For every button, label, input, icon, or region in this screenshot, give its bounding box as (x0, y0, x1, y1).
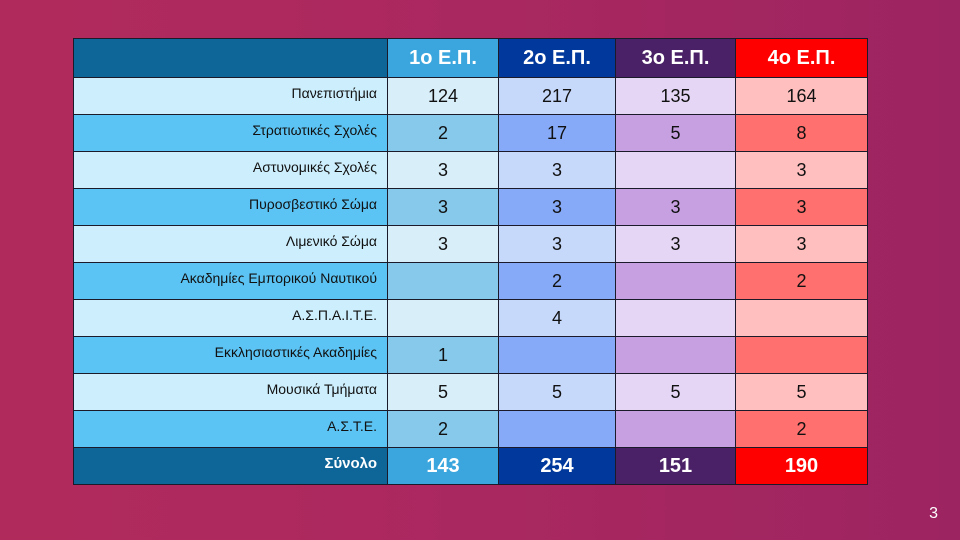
cell-value (615, 151, 736, 189)
cell-value: 3 (387, 188, 499, 226)
cell-value: 5 (735, 373, 868, 411)
cell-value: 17 (498, 114, 616, 152)
cell-value (615, 410, 736, 448)
cell-value: 2 (387, 410, 499, 448)
cell-value: 3 (498, 188, 616, 226)
page-number: 3 (929, 505, 938, 522)
cell-value (735, 336, 868, 374)
table-row: Πυροσβεστικό Σώμα 3 3 3 3 (73, 188, 868, 226)
cell-value: 3 (735, 225, 868, 263)
cell-value: 3 (498, 225, 616, 263)
cell-value: 3 (387, 151, 499, 189)
cell-value (615, 299, 736, 337)
cell-value: 2 (735, 262, 868, 300)
total-value: 151 (615, 447, 736, 485)
table-row: Α.Σ.Π.Α.Ι.Τ.Ε. 4 (73, 299, 868, 337)
header-row: 1ο Ε.Π. 2ο Ε.Π. 3ο Ε.Π. 4ο Ε.Π. (73, 38, 868, 78)
row-label: Μουσικά Τμήματα (73, 373, 388, 411)
table-row: Πανεπιστήμια 124 217 135 164 (73, 77, 868, 115)
cell-value: 3 (735, 151, 868, 189)
cell-value (615, 262, 736, 300)
table-row: Εκκλησιαστικές Ακαδημίες 1 (73, 336, 868, 374)
row-label: Στρατιωτικές Σχολές (73, 114, 388, 152)
table-row: Ακαδημίες Εμπορικού Ναυτικού 2 2 (73, 262, 868, 300)
header-2nd-ep: 2ο Ε.Π. (498, 38, 616, 78)
cell-value: 8 (735, 114, 868, 152)
row-label: Ακαδημίες Εμπορικού Ναυτικού (73, 262, 388, 300)
cell-value: 3 (735, 188, 868, 226)
cell-value: 135 (615, 77, 736, 115)
cell-value: 3 (615, 188, 736, 226)
total-value: 254 (498, 447, 616, 485)
table-row: Α.Σ.Τ.Ε. 2 2 (73, 410, 868, 448)
cell-value: 2 (735, 410, 868, 448)
header-1st-ep: 1ο Ε.Π. (387, 38, 499, 78)
header-4th-ep: 4ο Ε.Π. (735, 38, 868, 78)
cell-value: 3 (615, 225, 736, 263)
cell-value (498, 336, 616, 374)
cell-value (387, 262, 499, 300)
cell-value: 2 (498, 262, 616, 300)
row-label: Λιμενικό Σώμα (73, 225, 388, 263)
cell-value (498, 410, 616, 448)
cell-value: 3 (387, 225, 499, 263)
row-label: Πυροσβεστικό Σώμα (73, 188, 388, 226)
header-3rd-ep: 3ο Ε.Π. (615, 38, 736, 78)
cell-value: 4 (498, 299, 616, 337)
total-value: 143 (387, 447, 499, 485)
total-label: Σύνολο (73, 447, 388, 485)
table-row: Στρατιωτικές Σχολές 2 17 5 8 (73, 114, 868, 152)
cell-value: 217 (498, 77, 616, 115)
cell-value: 5 (387, 373, 499, 411)
data-table: 1ο Ε.Π. 2ο Ε.Π. 3ο Ε.Π. 4ο Ε.Π. Πανεπιστ… (73, 38, 868, 485)
cell-value: 5 (615, 373, 736, 411)
row-label: Εκκλησιαστικές Ακαδημίες (73, 336, 388, 374)
cell-value: 5 (498, 373, 616, 411)
header-label-cell (73, 38, 388, 78)
row-label: Α.Σ.Τ.Ε. (73, 410, 388, 448)
cell-value: 124 (387, 77, 499, 115)
cell-value (615, 336, 736, 374)
cell-value (387, 299, 499, 337)
table-row: Αστυνομικές Σχολές 3 3 3 (73, 151, 868, 189)
row-label: Αστυνομικές Σχολές (73, 151, 388, 189)
cell-value: 164 (735, 77, 868, 115)
table-row: Μουσικά Τμήματα 5 5 5 5 (73, 373, 868, 411)
cell-value: 1 (387, 336, 499, 374)
total-value: 190 (735, 447, 868, 485)
cell-value: 5 (615, 114, 736, 152)
table-row: Λιμενικό Σώμα 3 3 3 3 (73, 225, 868, 263)
cell-value: 3 (498, 151, 616, 189)
total-row: Σύνολο 143 254 151 190 (73, 447, 868, 485)
cell-value: 2 (387, 114, 499, 152)
row-label: Α.Σ.Π.Α.Ι.Τ.Ε. (73, 299, 388, 337)
row-label: Πανεπιστήμια (73, 77, 388, 115)
cell-value (735, 299, 868, 337)
